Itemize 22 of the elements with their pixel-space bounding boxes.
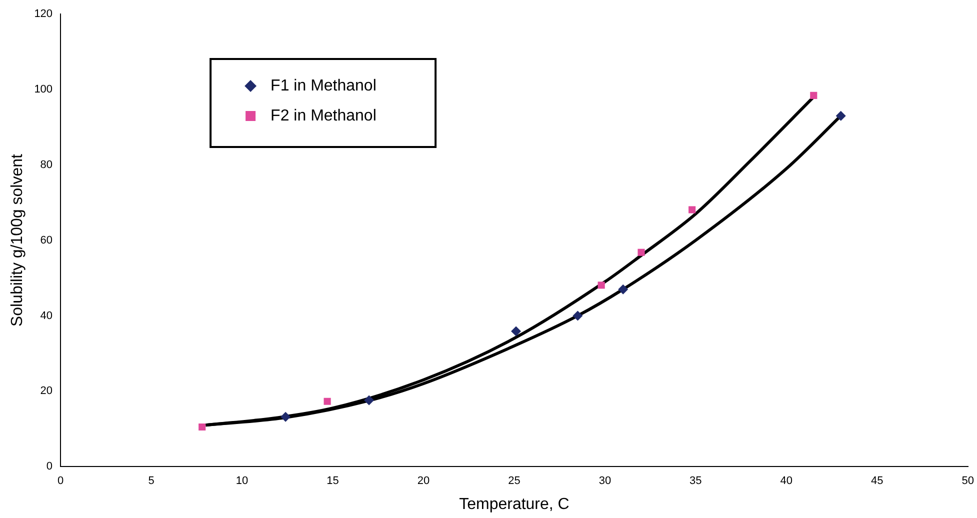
x-tick-label: 20	[417, 475, 430, 488]
y-axis-title: Solubility g/100g solvent	[9, 153, 26, 327]
x-tick-label: 35	[690, 475, 702, 488]
y-tick-label: 40	[40, 310, 53, 322]
x-tick-label: 30	[598, 475, 612, 488]
x-tick-label: 5	[148, 475, 154, 488]
x-tick-label: 15	[326, 475, 339, 488]
x-tick-label: 10	[236, 475, 248, 488]
x-tick-label: 50	[962, 475, 974, 488]
y-tick-label: 20	[40, 385, 53, 398]
y-tick-label: 120	[34, 8, 53, 20]
x-tick-label: 0	[57, 475, 64, 488]
x-tick-label: 25	[508, 475, 520, 488]
y-tick-label: 100	[34, 83, 53, 96]
legend-label: F2 in Methanol	[270, 107, 376, 124]
x-tick-label: 45	[871, 475, 884, 488]
y-tick-label: 80	[40, 158, 53, 171]
x-tick-label: 40	[780, 475, 793, 488]
legend-label: F1 in Methanol	[270, 77, 376, 94]
y-tick-label: 60	[40, 234, 53, 246]
x-axis-title: Temperature, C	[459, 496, 570, 513]
y-tick-label: 0	[46, 460, 53, 473]
